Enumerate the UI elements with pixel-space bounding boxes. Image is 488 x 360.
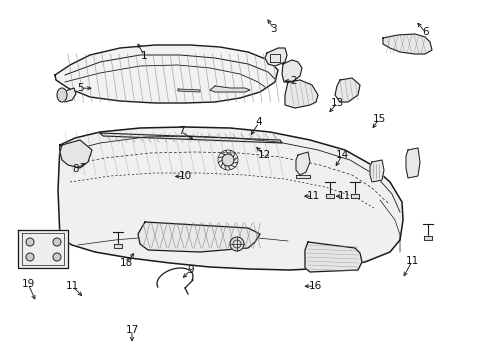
Text: 5: 5 <box>77 83 84 93</box>
Polygon shape <box>100 133 282 143</box>
Text: 19: 19 <box>21 279 35 289</box>
Polygon shape <box>58 127 402 270</box>
Circle shape <box>229 237 244 251</box>
Polygon shape <box>305 242 361 272</box>
Text: 11: 11 <box>305 191 319 201</box>
Polygon shape <box>18 230 68 268</box>
Polygon shape <box>423 236 431 240</box>
Polygon shape <box>350 194 358 198</box>
Polygon shape <box>285 80 317 108</box>
Text: 13: 13 <box>330 98 344 108</box>
Text: 11: 11 <box>405 256 418 266</box>
Text: 9: 9 <box>187 265 194 275</box>
Text: 8: 8 <box>72 164 79 174</box>
Text: 11: 11 <box>65 281 79 291</box>
Circle shape <box>26 253 34 261</box>
Circle shape <box>26 238 34 246</box>
Text: 12: 12 <box>257 150 270 160</box>
Text: 2: 2 <box>289 76 296 86</box>
Circle shape <box>222 154 234 166</box>
Polygon shape <box>369 160 383 182</box>
Polygon shape <box>334 78 359 102</box>
Text: 7: 7 <box>177 126 184 136</box>
Polygon shape <box>60 140 92 168</box>
Text: 4: 4 <box>255 117 262 127</box>
Text: 1: 1 <box>141 51 147 61</box>
Polygon shape <box>405 148 419 178</box>
Polygon shape <box>209 86 249 92</box>
Circle shape <box>53 238 61 246</box>
Polygon shape <box>178 89 200 92</box>
Polygon shape <box>55 45 278 103</box>
Text: 17: 17 <box>125 325 139 336</box>
Text: 16: 16 <box>308 281 322 291</box>
Circle shape <box>53 253 61 261</box>
Polygon shape <box>264 48 286 66</box>
Text: 15: 15 <box>371 114 385 124</box>
Text: 14: 14 <box>335 150 348 160</box>
Polygon shape <box>138 222 260 252</box>
Text: 3: 3 <box>270 24 277 34</box>
Ellipse shape <box>57 88 67 102</box>
Polygon shape <box>60 88 76 102</box>
Polygon shape <box>114 244 122 248</box>
Text: 10: 10 <box>179 171 192 181</box>
Polygon shape <box>382 34 431 54</box>
Text: 6: 6 <box>421 27 428 37</box>
Polygon shape <box>295 175 309 178</box>
Polygon shape <box>295 152 309 175</box>
Polygon shape <box>325 194 333 198</box>
Polygon shape <box>282 60 302 82</box>
Text: 11: 11 <box>337 191 351 201</box>
Text: 18: 18 <box>119 258 133 268</box>
